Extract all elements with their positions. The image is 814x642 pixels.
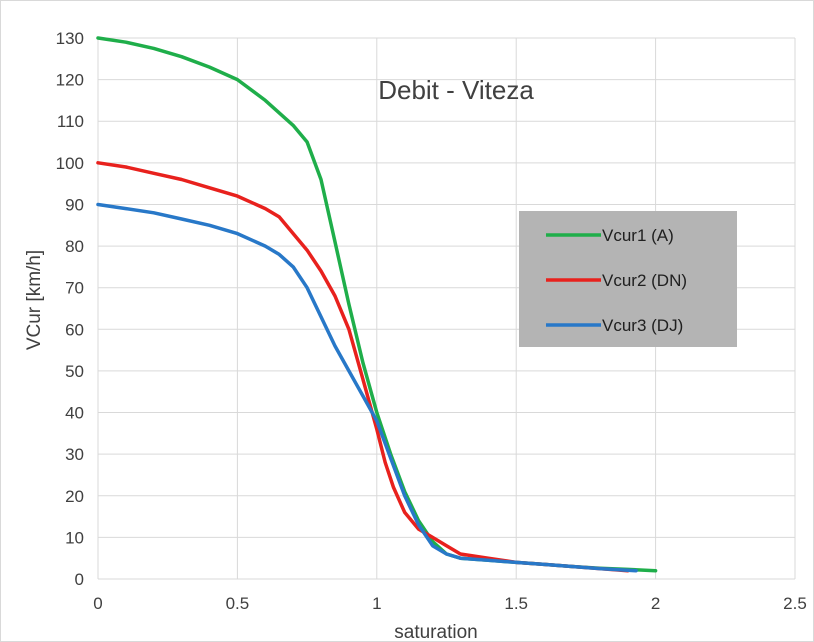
x-tick-label: 1 [372,594,381,613]
y-tick-label: 20 [65,487,84,506]
x-tick-label: 0.5 [226,594,250,613]
y-tick-label: 40 [65,404,84,423]
x-axis-title: saturation [394,622,477,642]
axes: 0 10 20 30 40 50 60 70 80 90 100 110 120 130 0 0.5 1 1.5 2… [56,29,807,613]
y-tick-label: 0 [75,570,84,589]
y-tick-label: 50 [65,362,84,381]
legend-label-1: Vcur1 (A) [602,226,674,245]
series-line-3 [96,202,638,573]
y-tick-label: 60 [65,320,84,339]
y-tick-label: 30 [65,445,84,464]
y-tick-label: 130 [56,29,84,48]
y-tick-label: 100 [56,154,84,173]
y-tick-label: 110 [57,112,84,131]
y-tick-label: 120 [56,71,84,90]
legend: Vcur1 (A) Vcur2 (DN) Vcur3 (DJ) [519,211,737,347]
y-tick-label: 70 [65,279,84,298]
y-tick-label: 10 [65,528,84,547]
x-tick-label: 2 [651,594,660,613]
x-tick-label: 2.5 [783,594,807,613]
legend-label-2: Vcur2 (DN) [602,271,687,290]
series-group [96,36,658,573]
x-tick-label: 1.5 [504,594,528,613]
x-tick-label: 0 [93,594,102,613]
legend-label-3: Vcur3 (DJ) [602,316,683,335]
y-tick-label: 90 [65,195,84,214]
y-tick-label: 80 [65,237,84,256]
chart-title: Debit - Viteza [378,75,534,105]
y-axis-title: VCur [km/h] [24,250,45,350]
